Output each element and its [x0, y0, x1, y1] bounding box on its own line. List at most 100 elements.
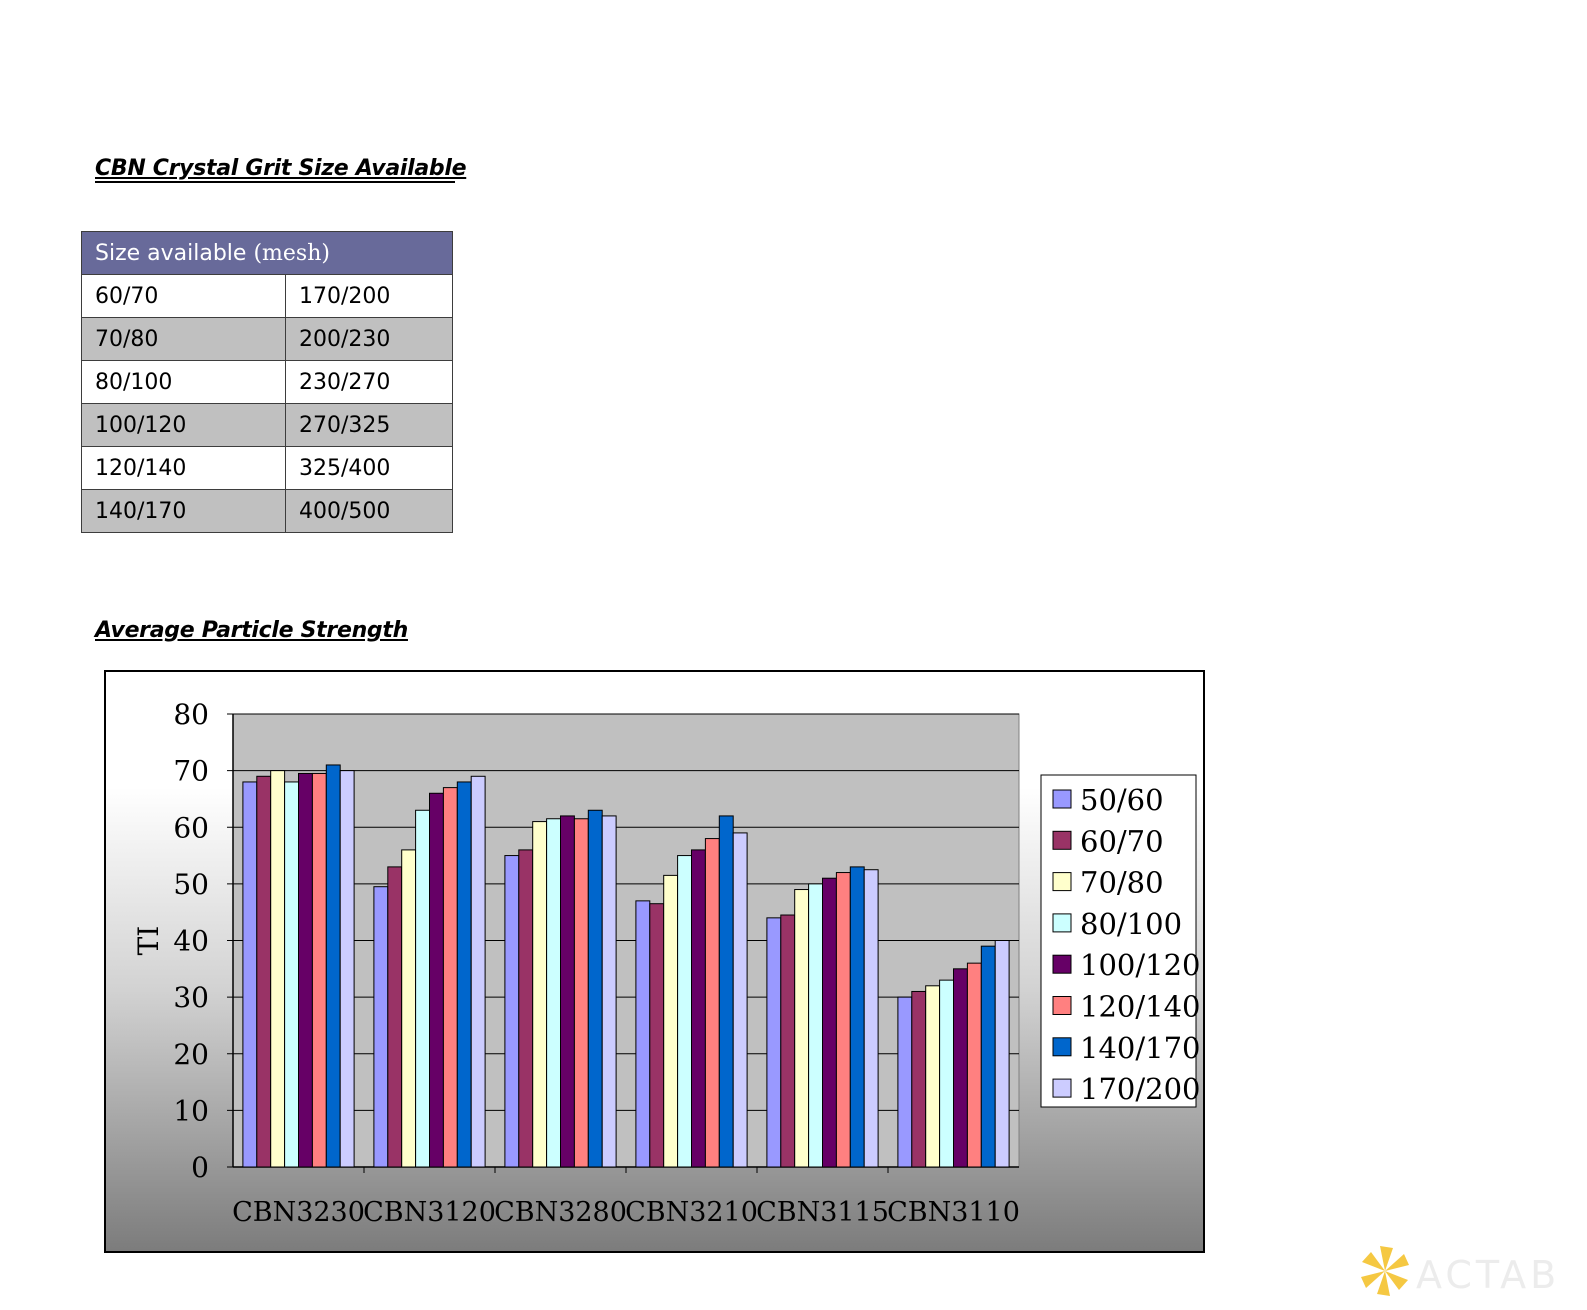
bar-80-100-cbn3120: [415, 809, 431, 1168]
table-cell: 200/230: [285, 317, 453, 361]
bar-80-100-cbn3230: [284, 781, 300, 1168]
table-row: 140/170 400/500: [81, 489, 453, 533]
y-tick-label: 80: [173, 698, 209, 731]
chart-frame: 0 10 20 30 40 50 60 70 80 TI CBN3230 CBN3120 CBN3280…: [104, 670, 1205, 1253]
bar-chart: 0 10 20 30 40 50 60 70 80 TI CBN3230CBN3120CBN3280…: [132, 698, 1200, 1228]
y-tick-label: 40: [173, 925, 209, 958]
y-tick-label: 0: [191, 1151, 209, 1184]
table-cell: 325/400: [285, 446, 453, 490]
bar-50-60-cbn3230: [242, 781, 258, 1168]
bar-70-80-cbn3210: [663, 874, 679, 1168]
bar-120-140-cbn3110: [966, 962, 982, 1168]
bar-60-70-cbn3110: [911, 990, 927, 1168]
y-axis-label: TI: [132, 926, 165, 956]
bar-100-120-cbn3115: [822, 877, 837, 1168]
bar-60-70-cbn3210: [649, 903, 665, 1168]
y-tick-label: 30: [173, 981, 209, 1014]
table-header-main: Size available: [95, 240, 254, 266]
bar-100-120-cbn3280: [560, 815, 575, 1168]
bar-120-140-cbn3115: [835, 872, 851, 1168]
legend-swatch: [1052, 954, 1072, 974]
legend-label: 80/100: [1080, 907, 1182, 941]
legend-swatch: [1052, 872, 1072, 892]
bar-170-200-cbn3120: [470, 775, 486, 1168]
bar-170-200-cbn3280: [601, 815, 617, 1168]
bar-60-70-cbn3115: [780, 914, 796, 1168]
bar-170-200-cbn3230: [339, 770, 355, 1168]
bar-80-100-cbn3280: [546, 818, 562, 1168]
bar-50-60-cbn3280: [504, 855, 520, 1168]
table-cell: 270/325: [285, 403, 453, 447]
x-category-label: CBN3280: [494, 1197, 627, 1228]
actab-logo: ACTAB: [1361, 1246, 1560, 1297]
legend-label: 100/120: [1080, 948, 1200, 982]
bar-170-200-cbn3115: [863, 869, 879, 1168]
table-cell: 140/170: [81, 489, 286, 533]
bar-170-200-cbn3210: [732, 832, 748, 1168]
y-tick-label: 50: [173, 868, 209, 901]
bar-50-60-cbn3120: [373, 886, 389, 1168]
table-header: Size available (mesh): [81, 231, 453, 275]
logo-text: ACTAB: [1416, 1253, 1560, 1297]
bar-140-170-cbn3210: [718, 815, 734, 1168]
table-cell: 80/100: [81, 360, 286, 404]
bar-70-80-cbn3230: [270, 770, 286, 1168]
bar-100-120-cbn3110: [953, 968, 968, 1168]
legend-swatch: [1052, 913, 1072, 933]
bar-140-170-cbn3110: [980, 945, 996, 1168]
bar-100-120-cbn3210: [691, 849, 706, 1168]
bar-170-200-cbn3110: [994, 940, 1010, 1168]
bar-100-120-cbn3230: [298, 772, 313, 1168]
table-cell: 70/80: [81, 317, 286, 361]
bar-70-80-cbn3280: [532, 821, 548, 1168]
bar-60-70-cbn3280: [518, 849, 534, 1168]
x-category-label: CBN3110: [887, 1197, 1020, 1228]
table-header-unit: (mesh): [253, 240, 330, 266]
table-row: 120/140 325/400: [81, 446, 453, 490]
legend-label: 50/60: [1080, 783, 1164, 817]
bar-50-60-cbn3110: [897, 996, 913, 1168]
bar-80-100-cbn3110: [939, 979, 954, 1168]
bar-50-60-cbn3210: [635, 900, 651, 1168]
legend-swatch: [1052, 1078, 1072, 1098]
grit-size-table: Size available (mesh) 60/70 170/200 70/8…: [81, 231, 453, 533]
table-row: 100/120 270/325: [81, 403, 453, 447]
legend-swatch: [1052, 996, 1072, 1015]
table-cell: 120/140: [81, 446, 286, 490]
legend-swatch: [1052, 789, 1072, 809]
grit-section-title: CBN Crystal Grit Size Available: [95, 156, 467, 181]
bar-120-140-cbn3120: [442, 787, 458, 1168]
legend-label: 170/200: [1080, 1072, 1200, 1106]
title-underline: [95, 181, 455, 183]
table-row: 70/80 200/230: [81, 317, 453, 361]
bar-140-170-cbn3115: [849, 866, 865, 1168]
bar-120-140-cbn3280: [573, 818, 589, 1168]
bar-70-80-cbn3110: [925, 985, 941, 1168]
bar-120-140-cbn3210: [704, 838, 720, 1168]
strength-section-title: Average Particle Strength: [95, 618, 408, 643]
bar-80-100-cbn3115: [808, 883, 823, 1168]
bar-60-70-cbn3120: [387, 866, 403, 1168]
table-cell: 100/120: [81, 403, 286, 447]
table-cell: 170/200: [285, 274, 453, 318]
bar-60-70-cbn3230: [256, 775, 272, 1168]
table-cell: 400/500: [285, 489, 453, 533]
table-header-row: Size available (mesh): [81, 231, 453, 275]
x-category-label: CBN3120: [363, 1197, 496, 1228]
legend-label: 120/140: [1080, 990, 1200, 1024]
bar-140-170-cbn3230: [325, 764, 341, 1168]
x-category-label: CBN3210: [625, 1197, 758, 1228]
bar-120-140-cbn3230: [311, 772, 327, 1168]
bar-50-60-cbn3115: [766, 917, 782, 1168]
legend-label: 60/70: [1080, 824, 1164, 858]
bar-70-80-cbn3120: [401, 849, 417, 1168]
legend-swatch: [1052, 1037, 1072, 1057]
bar-70-80-cbn3115: [794, 889, 810, 1168]
x-category-label: CBN3230: [232, 1197, 365, 1228]
bar-100-120-cbn3120: [429, 792, 444, 1168]
table-cell: 230/270: [285, 360, 453, 404]
y-tick-label: 70: [173, 755, 209, 788]
bar-140-170-cbn3280: [587, 809, 603, 1168]
table-cell: 60/70: [81, 274, 286, 318]
y-tick-label: 20: [173, 1038, 209, 1071]
